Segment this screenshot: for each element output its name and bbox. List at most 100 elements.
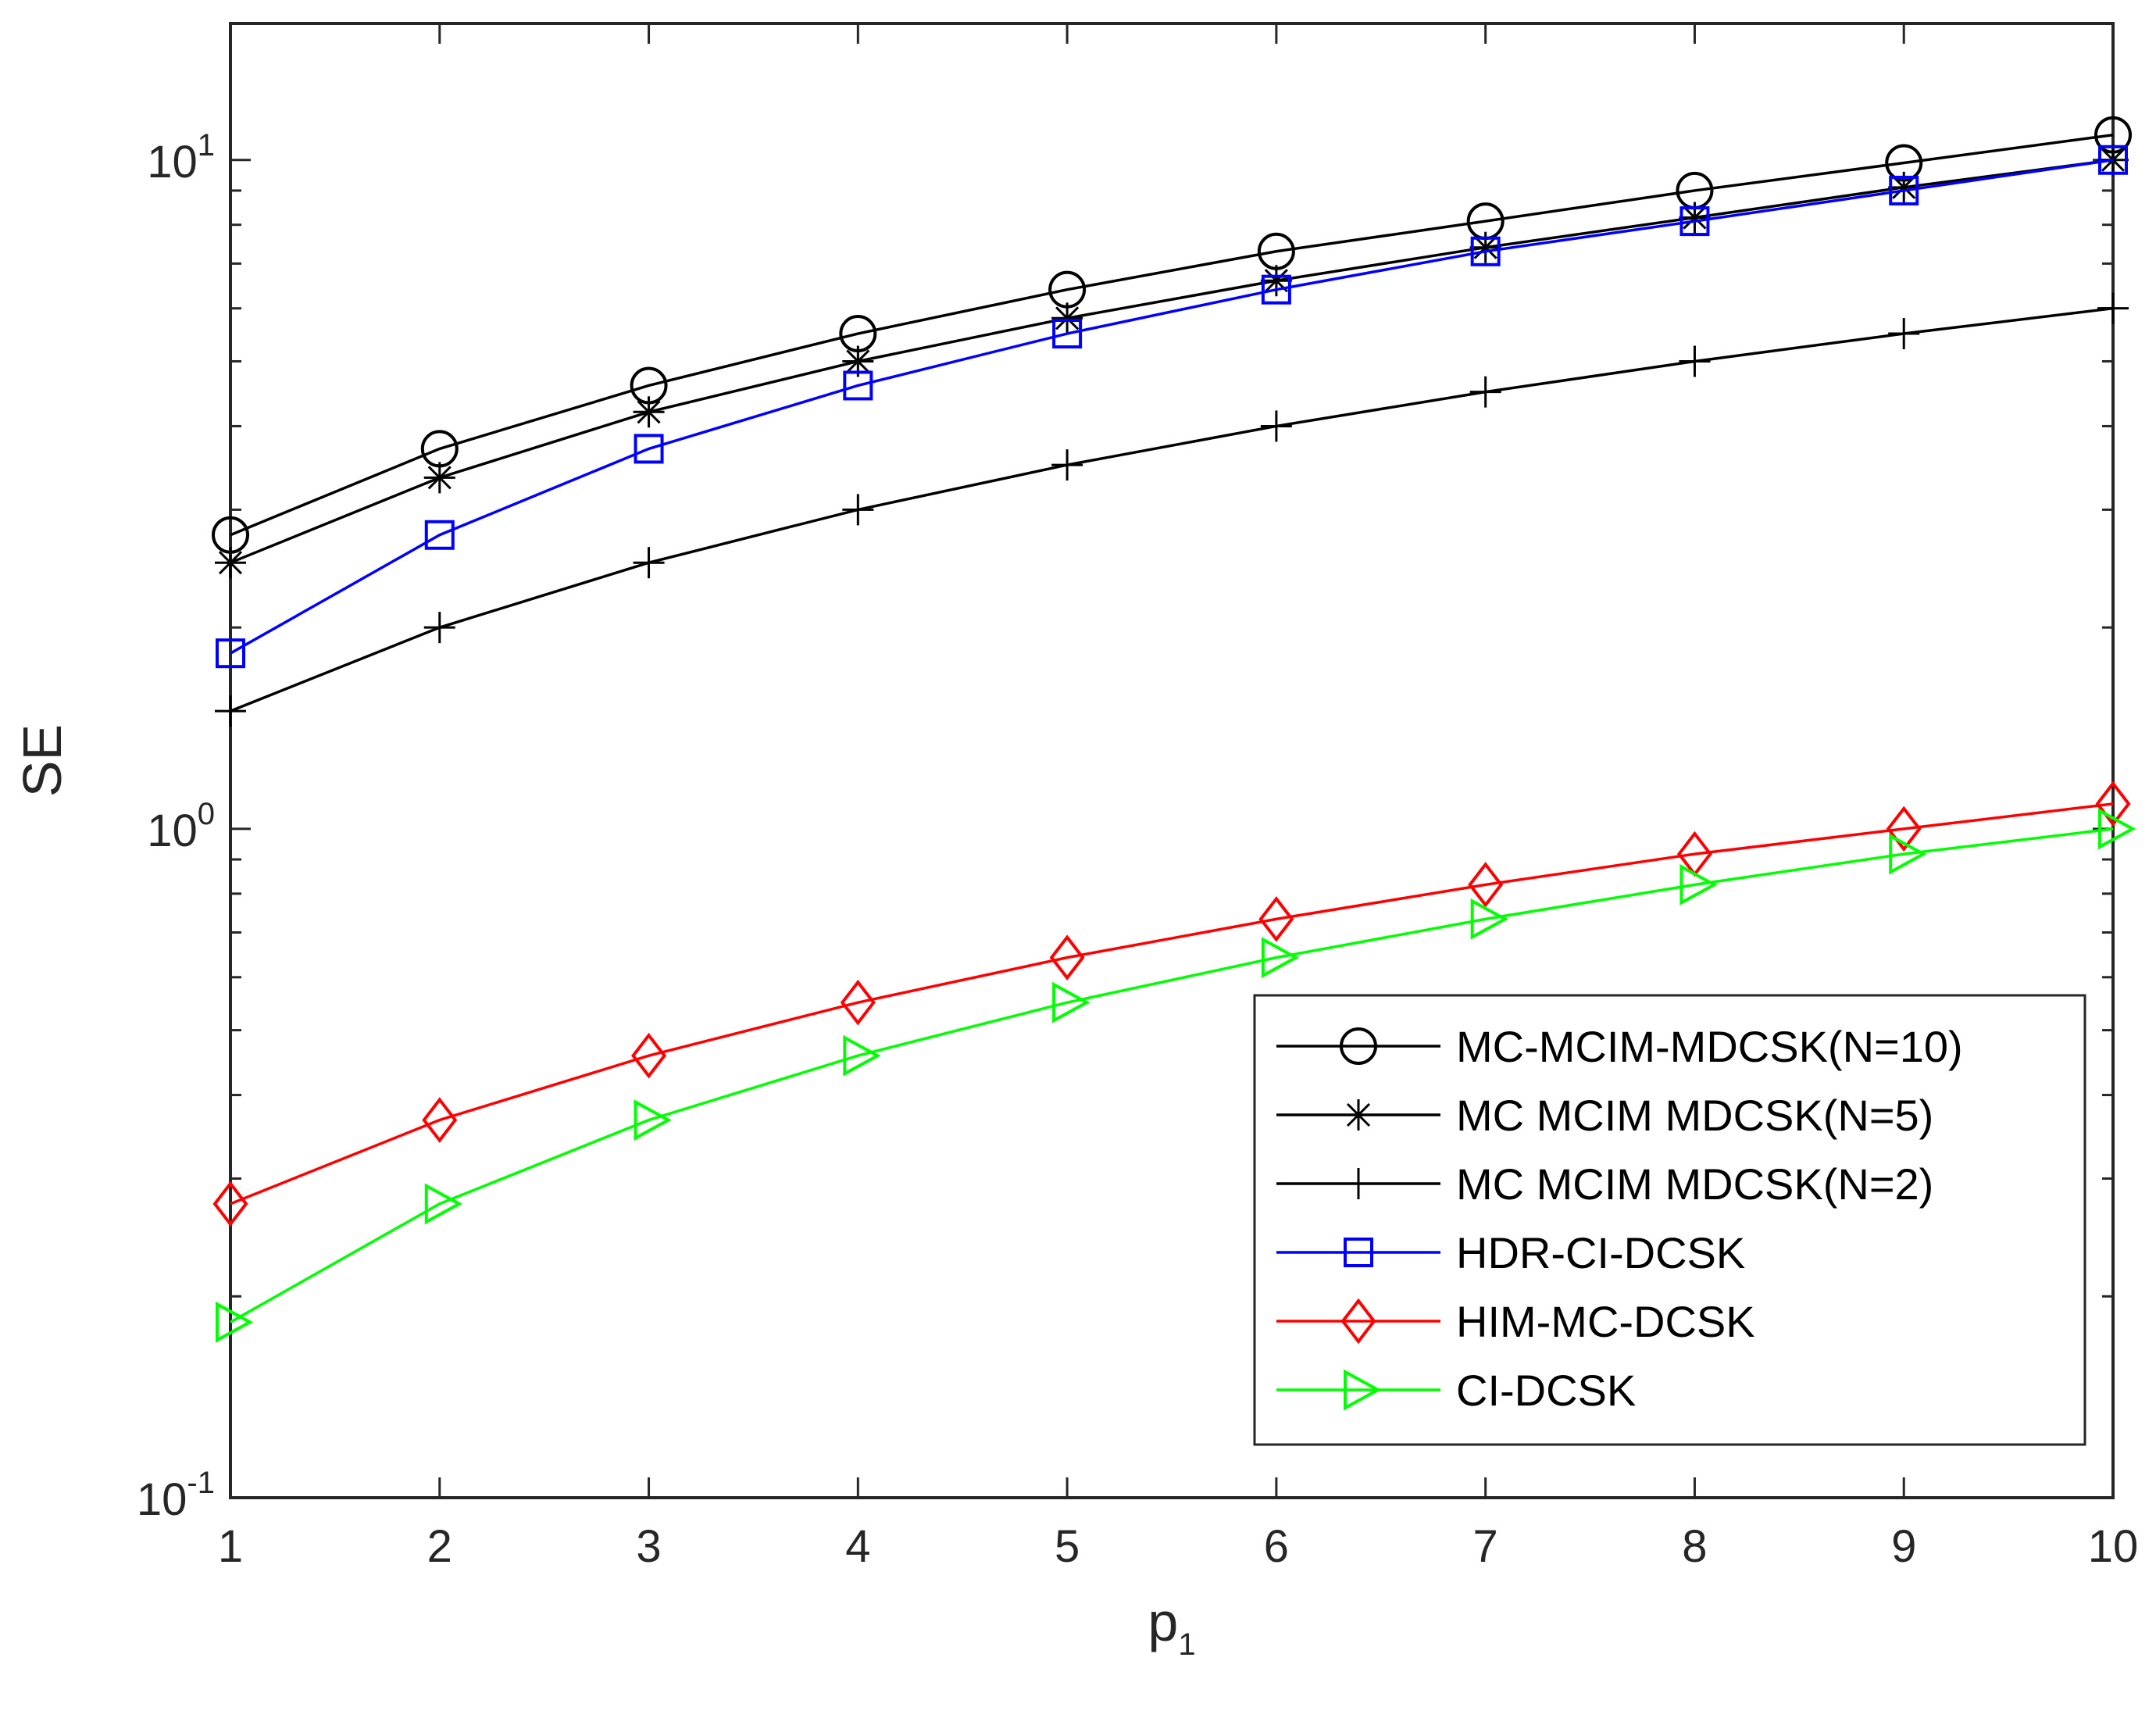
- data-point: [1468, 862, 1504, 908]
- x-tick-label: 7: [1473, 1521, 1498, 1572]
- y-tick-label: 100: [147, 797, 215, 856]
- legend-marker: [1343, 1099, 1374, 1131]
- data-point: [842, 494, 874, 526]
- x-tick-labels: 1 2 3 4 5 6 7 8 9 10: [218, 1521, 2138, 1572]
- data-point: [2098, 808, 2136, 850]
- series-line: [230, 802, 2114, 1206]
- data-point: [1052, 319, 1083, 349]
- data-point: [1889, 833, 1927, 875]
- series-hdr-ci-dcsk: [216, 145, 2128, 669]
- y-tick-label-exponent: 1: [198, 128, 215, 163]
- marker-stroke: [427, 466, 452, 490]
- marker-stroke: [846, 349, 870, 373]
- x-tick-label: 1: [218, 1521, 243, 1572]
- series-line: [230, 159, 2114, 655]
- x-tick-label: 10: [2088, 1521, 2139, 1572]
- data-point: [1679, 345, 1711, 377]
- data-point: [1049, 934, 1085, 981]
- y-tick-label-base: 10: [147, 137, 198, 188]
- data-point: [1260, 410, 1292, 442]
- legend-marker: [1343, 1168, 1374, 1199]
- series-line: [230, 159, 2114, 564]
- y-tick-label-base: 10: [137, 1474, 187, 1525]
- marker-stroke: [1055, 306, 1080, 330]
- data-point: [1679, 206, 1710, 237]
- data-point: [424, 1183, 462, 1225]
- legend-label: MC-MCIM-MDCSK(N=10): [1456, 1022, 1963, 1071]
- legend-item: MC-MCIM-MDCSK(N=10): [1276, 1022, 1963, 1071]
- legend: MC-MCIM-MDCSK(N=10) MC MCIM MDCSK(N=5) MC …: [1253, 994, 2086, 1446]
- data-point: [843, 1034, 881, 1077]
- legend-label: CI-DCSK: [1456, 1366, 1636, 1415]
- data-point: [1258, 896, 1294, 942]
- marker-stroke: [1346, 1102, 1371, 1127]
- data-point: [1261, 937, 1300, 979]
- data-point: [215, 547, 246, 579]
- data-point: [1470, 236, 1501, 266]
- data-point: [2098, 145, 2128, 175]
- legend-item: MC MCIM MDCSK(N=2): [1276, 1159, 1933, 1209]
- marker-stroke: [218, 551, 243, 575]
- data-point: [1889, 175, 1919, 205]
- data-point: [422, 1097, 458, 1143]
- data-point: [423, 462, 455, 494]
- x-tick-label: 9: [1891, 1521, 1916, 1572]
- series-line: [230, 133, 2114, 537]
- data-point: [840, 979, 876, 1026]
- marker-stroke: [1892, 175, 1916, 199]
- marker-stroke: [1264, 269, 1288, 293]
- data-point: [216, 1301, 254, 1343]
- data-point: [634, 1099, 672, 1141]
- x-tick-label: 2: [427, 1521, 452, 1572]
- data-point: [1051, 449, 1083, 481]
- x-tick-label: 3: [636, 1521, 661, 1572]
- data-point: [424, 520, 455, 550]
- legend-item: HDR-CI-DCSK: [1276, 1228, 1745, 1277]
- data-point: [634, 434, 664, 464]
- data-point: [1469, 231, 1501, 263]
- series-line: [230, 827, 2114, 1323]
- series-line: [230, 306, 2114, 713]
- data-point: [1052, 981, 1090, 1023]
- data-point: [215, 695, 246, 727]
- y-tick-label-exponent: 0: [198, 797, 215, 831]
- x-axis-label-main: p: [1148, 1591, 1178, 1652]
- legend-label: HIM-MC-DCSK: [1456, 1297, 1755, 1346]
- data-point: [633, 547, 665, 579]
- data-point: [1469, 376, 1501, 408]
- data-point: [212, 1181, 248, 1227]
- legend-item: MC MCIM MDCSK(N=5): [1276, 1091, 1933, 1140]
- legend-marker: [1340, 1298, 1376, 1345]
- series-layer: [212, 116, 2136, 1343]
- data-point: [2097, 292, 2129, 324]
- legend-label: HDR-CI-DCSK: [1456, 1228, 1745, 1277]
- y-tick-label-base: 10: [147, 805, 198, 856]
- x-tick-label: 5: [1055, 1521, 1080, 1572]
- y-tick-label: 101: [147, 128, 215, 188]
- y-tick-label-exponent: -1: [187, 1466, 215, 1500]
- marker-stroke: [637, 400, 661, 424]
- legend-box: [1253, 994, 2086, 1446]
- x-axis-label: p1: [1148, 1591, 1195, 1662]
- data-point: [1679, 202, 1711, 234]
- legend-item: CI-DCSK: [1276, 1366, 1636, 1415]
- data-point: [631, 1032, 667, 1079]
- legend-marker: [1340, 1027, 1377, 1065]
- series-ci-dcsk: [216, 808, 2136, 1343]
- series-mc-mcim-mdcsk-n-2: [215, 292, 2129, 727]
- data-point: [1051, 302, 1083, 334]
- marker-stroke: [1473, 235, 1497, 259]
- x-tick-label: 4: [845, 1521, 870, 1572]
- x-axis-label-subscript: 1: [1178, 1627, 1195, 1662]
- y-tick-label: 10-1: [137, 1466, 215, 1525]
- data-point: [1886, 805, 1922, 852]
- legend-item: HIM-MC-DCSK: [1276, 1297, 1755, 1346]
- data-point: [843, 370, 873, 401]
- data-point: [1888, 318, 1920, 350]
- data-point: [1470, 898, 1508, 940]
- data-point: [423, 612, 455, 644]
- marker-stroke: [1683, 205, 1707, 230]
- legend-marker: [1344, 1238, 1373, 1267]
